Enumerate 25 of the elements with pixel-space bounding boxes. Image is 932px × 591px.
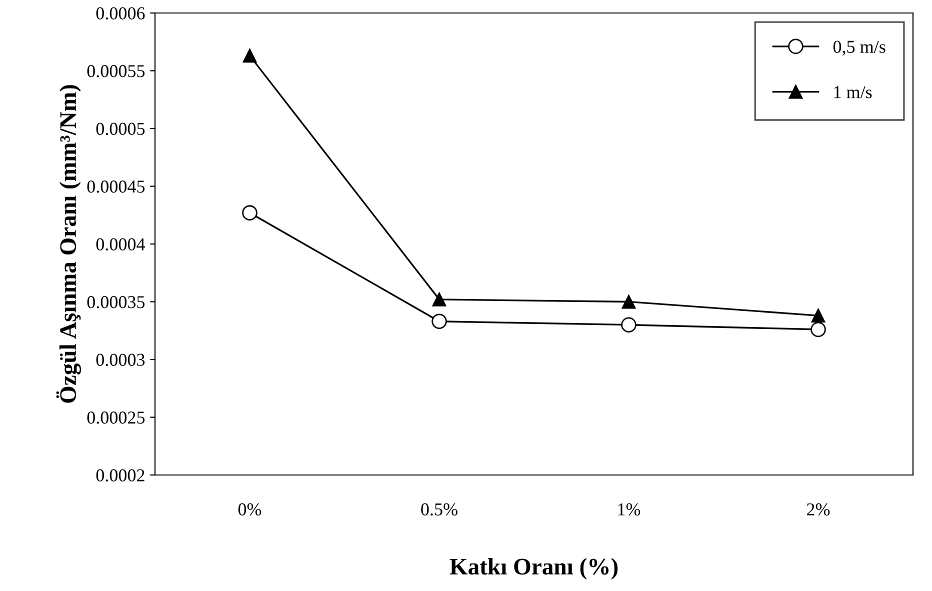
y-tick-label: 0.0003 [96, 354, 145, 366]
y-tick-label: 0.00055 [87, 65, 145, 78]
point [242, 205, 258, 220]
legend-label: 0,5 m/s [833, 40, 886, 56]
point [621, 317, 636, 332]
y-axis-title: Özgül Aşınma Oranı (mm³/Nm) [56, 85, 82, 403]
y-tick-label: 0.00045 [87, 180, 145, 193]
point [622, 294, 636, 309]
y-tick-label: 0.0005 [96, 122, 145, 136]
point [432, 314, 447, 330]
x-tick-label: 2% [807, 503, 830, 516]
point [810, 322, 826, 338]
y-tick-label: 0.00025 [87, 412, 145, 424]
y-tick-label: 0.0006 [96, 7, 145, 20]
point [432, 292, 446, 306]
x-tick-label: 1% [618, 503, 640, 516]
y-tick-label: 0.0004 [96, 238, 145, 251]
x-axis-title: Katkı Oranı (%) [450, 558, 618, 580]
y-tick-label: 0.0002 [96, 469, 144, 482]
x-tick-label: 0.5% [421, 503, 458, 516]
point [242, 48, 257, 63]
legend-label: 1 m/s [834, 86, 872, 98]
y-tick-label: 0.00035 [87, 296, 145, 308]
x-tick-label: 0% [238, 503, 262, 516]
point [811, 308, 826, 323]
